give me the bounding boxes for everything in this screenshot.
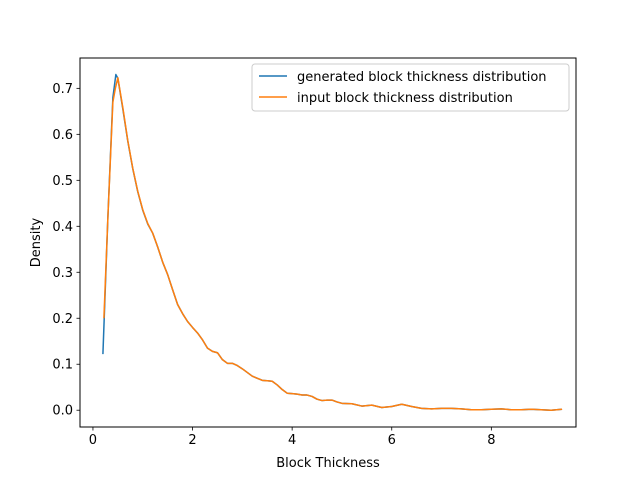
plot-frame	[79, 57, 577, 428]
x-tick-label: 8	[487, 433, 495, 448]
legend-box	[251, 63, 570, 112]
x-axis-label: Block Thickness	[276, 456, 380, 471]
x-tick-label: 4	[288, 433, 296, 448]
y-tick-label: 0.1	[52, 358, 73, 373]
x-tick-label: 0	[89, 433, 97, 448]
y-axis-ticks: 0.0 0.1 0.2 0.3 0.4 0.5 0.6 0.7	[52, 82, 80, 419]
y-axis-label: Density	[29, 217, 44, 267]
y-tick-label: 0.2	[52, 312, 73, 327]
x-axis-ticks: 0 2 4 6 8	[89, 427, 495, 448]
y-tick-label: 0.7	[52, 82, 73, 97]
legend-label-generated: generated block thickness distribution	[297, 70, 547, 85]
y-tick-label: 0.3	[52, 266, 73, 281]
series-layer	[102, 73, 563, 411]
y-tick-label: 0.0	[52, 404, 73, 419]
y-tick-label: 0.5	[52, 174, 73, 189]
legend-label-input: input block thickness distribution	[297, 91, 513, 106]
y-tick-label: 0.4	[52, 220, 73, 235]
legend: generated block thickness distribution i…	[251, 63, 570, 112]
x-tick-label: 2	[188, 433, 196, 448]
x-tick-label: 6	[388, 433, 396, 448]
series-line-input	[103, 77, 563, 411]
y-tick-label: 0.6	[52, 128, 73, 143]
plot-area	[80, 58, 576, 427]
